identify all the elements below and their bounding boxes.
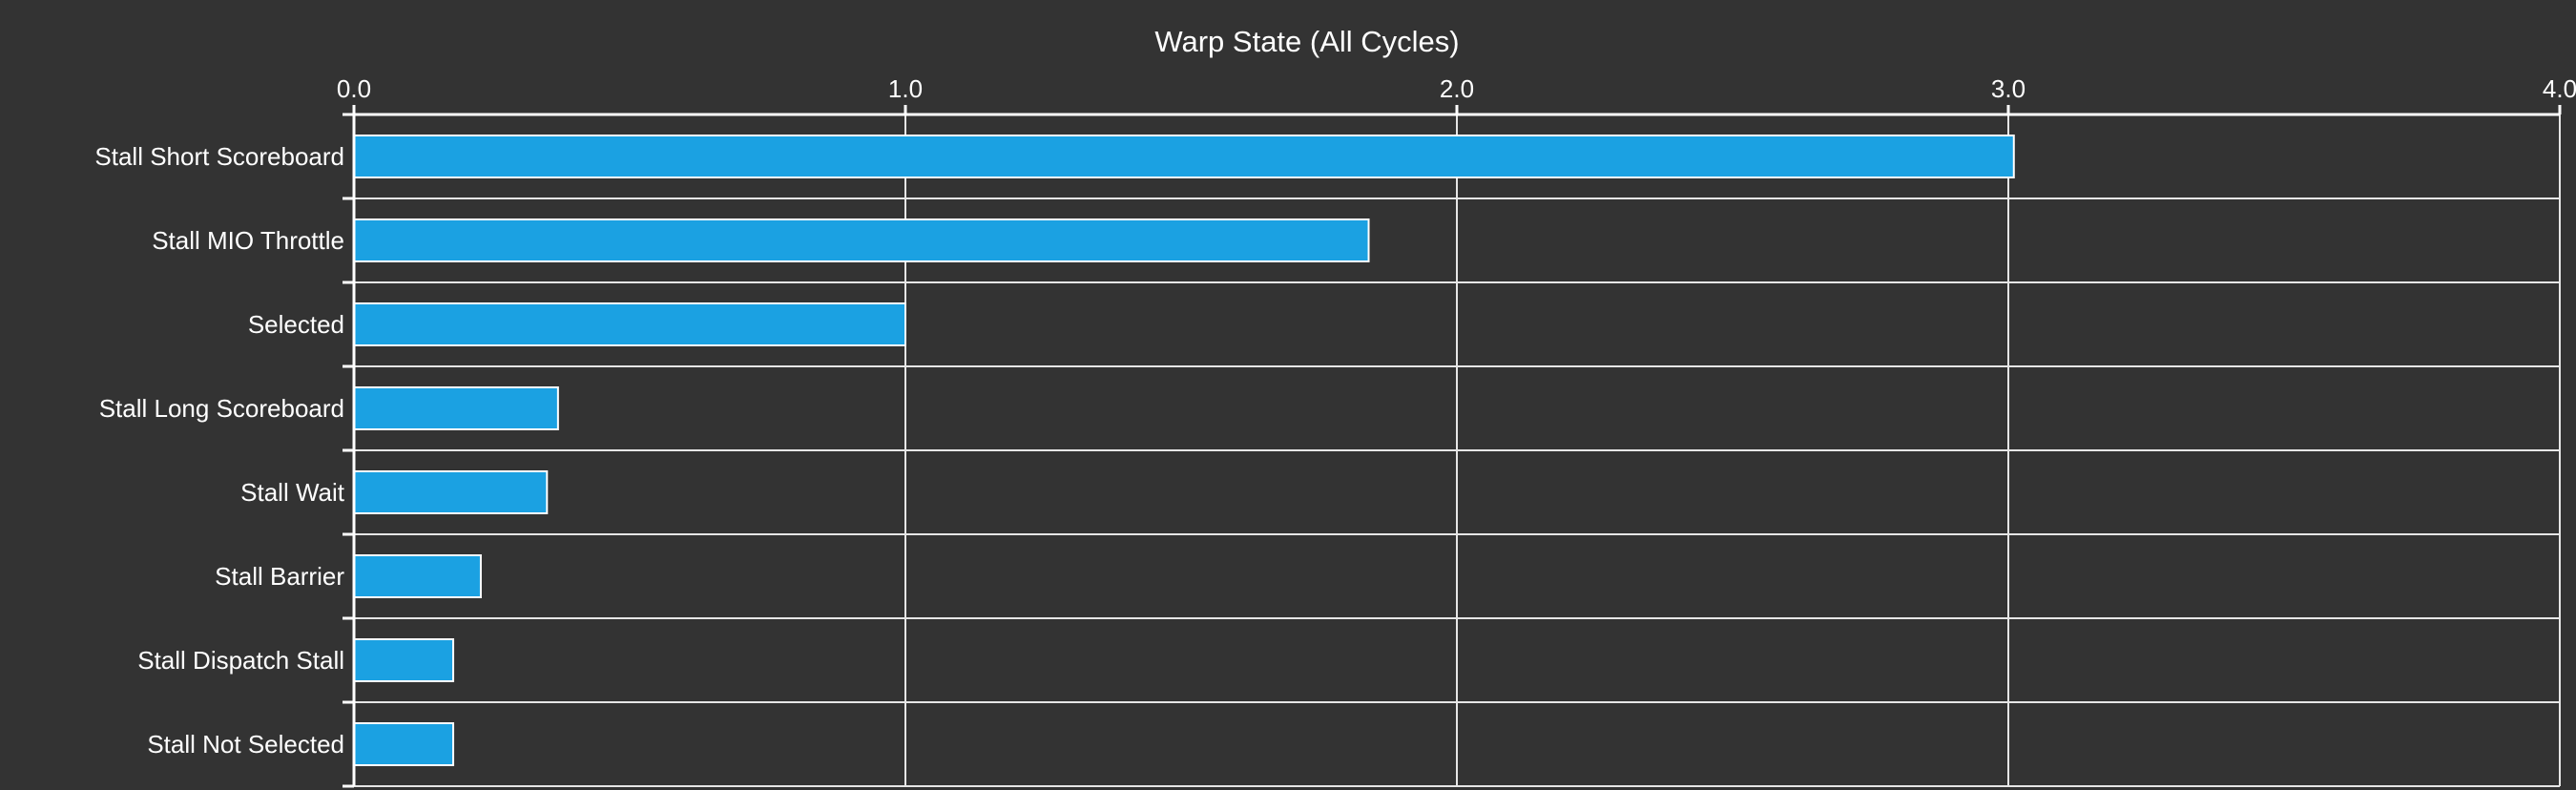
- bars-layer: [353, 135, 2015, 766]
- bar: [353, 302, 906, 346]
- grid-layer: [353, 114, 2561, 787]
- x-tick-label: 0.0: [337, 74, 371, 103]
- bar: [353, 722, 455, 766]
- bar: [353, 638, 455, 682]
- category-label: Stall Barrier: [215, 562, 344, 591]
- category-label: Stall MIO Throttle: [152, 226, 344, 255]
- bar: [353, 470, 549, 514]
- x-tick-label: 3.0: [1991, 74, 2025, 103]
- bar: [353, 135, 2015, 178]
- x-tick-label: 4.0: [2543, 74, 2576, 103]
- category-label: Selected: [248, 310, 344, 339]
- category-label: Stall Not Selected: [147, 730, 344, 759]
- category-label: Stall Wait: [240, 478, 345, 507]
- x-tick-label: 1.0: [888, 74, 923, 103]
- category-label: Stall Long Scoreboard: [99, 394, 344, 423]
- bar: [353, 218, 1370, 262]
- category-label: Stall Short Scoreboard: [94, 142, 344, 171]
- chart-title: Warp State (All Cycles): [1154, 25, 1459, 58]
- x-tick-label: 2.0: [1440, 74, 1474, 103]
- bar: [353, 386, 559, 430]
- bar: [353, 554, 482, 598]
- axis-layer: [343, 105, 2562, 788]
- category-label: Stall Dispatch Stall: [137, 646, 344, 675]
- labels-layer: 0.0 1.0 2.0 3.0 4.0 Stall Short Scoreboard Sta…: [94, 74, 2576, 759]
